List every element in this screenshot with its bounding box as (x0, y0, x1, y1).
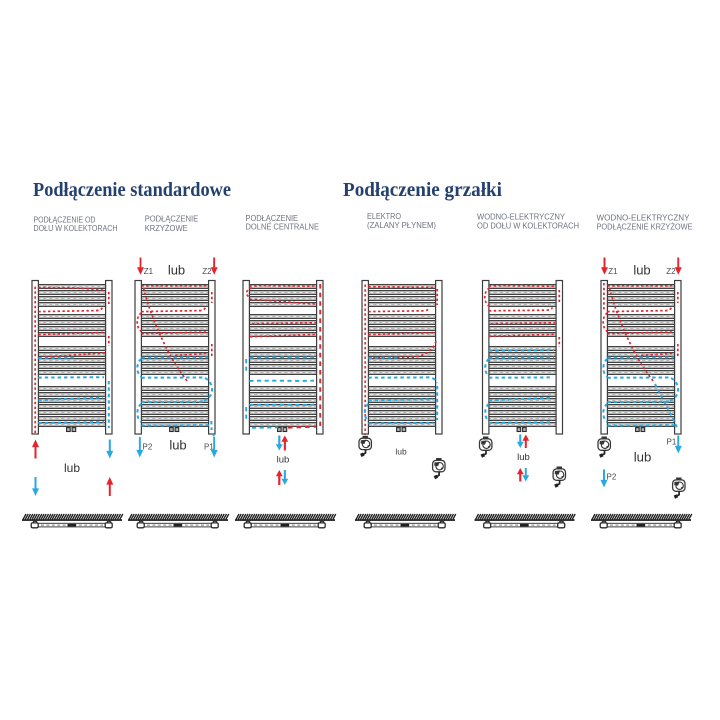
svg-text:PODŁĄCZENIE: PODŁĄCZENIE (246, 214, 299, 223)
svg-text:lub: lub (168, 263, 185, 278)
svg-text:DOŁU W KOLEKTORACH: DOŁU W KOLEKTORACH (34, 224, 118, 233)
svg-text:lub: lub (169, 438, 186, 453)
svg-text:Z2: Z2 (666, 267, 676, 276)
svg-text:lub: lub (277, 455, 290, 466)
svg-text:P1: P1 (204, 443, 214, 452)
svg-text:PODŁĄCZENIE KRZYŻOWE: PODŁĄCZENIE KRZYŻOWE (597, 222, 693, 232)
svg-text:lub: lub (633, 263, 650, 278)
svg-text:WODNO-ELEKTRYCZNY: WODNO-ELEKTRYCZNY (597, 214, 691, 223)
svg-text:Podłączenie standardowe: Podłączenie standardowe (33, 180, 231, 201)
svg-text:P2: P2 (143, 443, 153, 452)
svg-text:lub: lub (517, 452, 530, 463)
svg-text:lub: lub (395, 447, 407, 457)
svg-text:OD DOŁU W KOLEKTORACH: OD DOŁU W KOLEKTORACH (477, 221, 579, 230)
svg-text:lub: lub (634, 450, 652, 465)
svg-text:Z2: Z2 (202, 267, 212, 276)
svg-text:PODŁĄCZENIE: PODŁĄCZENIE (145, 215, 199, 224)
svg-text:(ZALANY PŁYNEM): (ZALANY PŁYNEM) (367, 221, 436, 230)
svg-text:KRZYŻOWE: KRZYŻOWE (145, 223, 188, 233)
svg-text:P1: P1 (667, 438, 677, 447)
svg-text:PODŁĄCZENIE OD: PODŁĄCZENIE OD (34, 216, 96, 225)
svg-text:lub: lub (64, 461, 80, 475)
svg-text:DOLNE CENTRALNE: DOLNE CENTRALNE (246, 223, 320, 232)
svg-text:Z1: Z1 (144, 267, 154, 276)
svg-text:Z1: Z1 (608, 267, 618, 276)
svg-text:WODNO-ELEKTRYCZNY: WODNO-ELEKTRYCZNY (477, 212, 566, 221)
svg-text:P2: P2 (607, 473, 617, 482)
svg-text:Podłączenie grzałki: Podłączenie grzałki (343, 180, 503, 201)
svg-text:ELEKTRO: ELEKTRO (367, 212, 401, 221)
